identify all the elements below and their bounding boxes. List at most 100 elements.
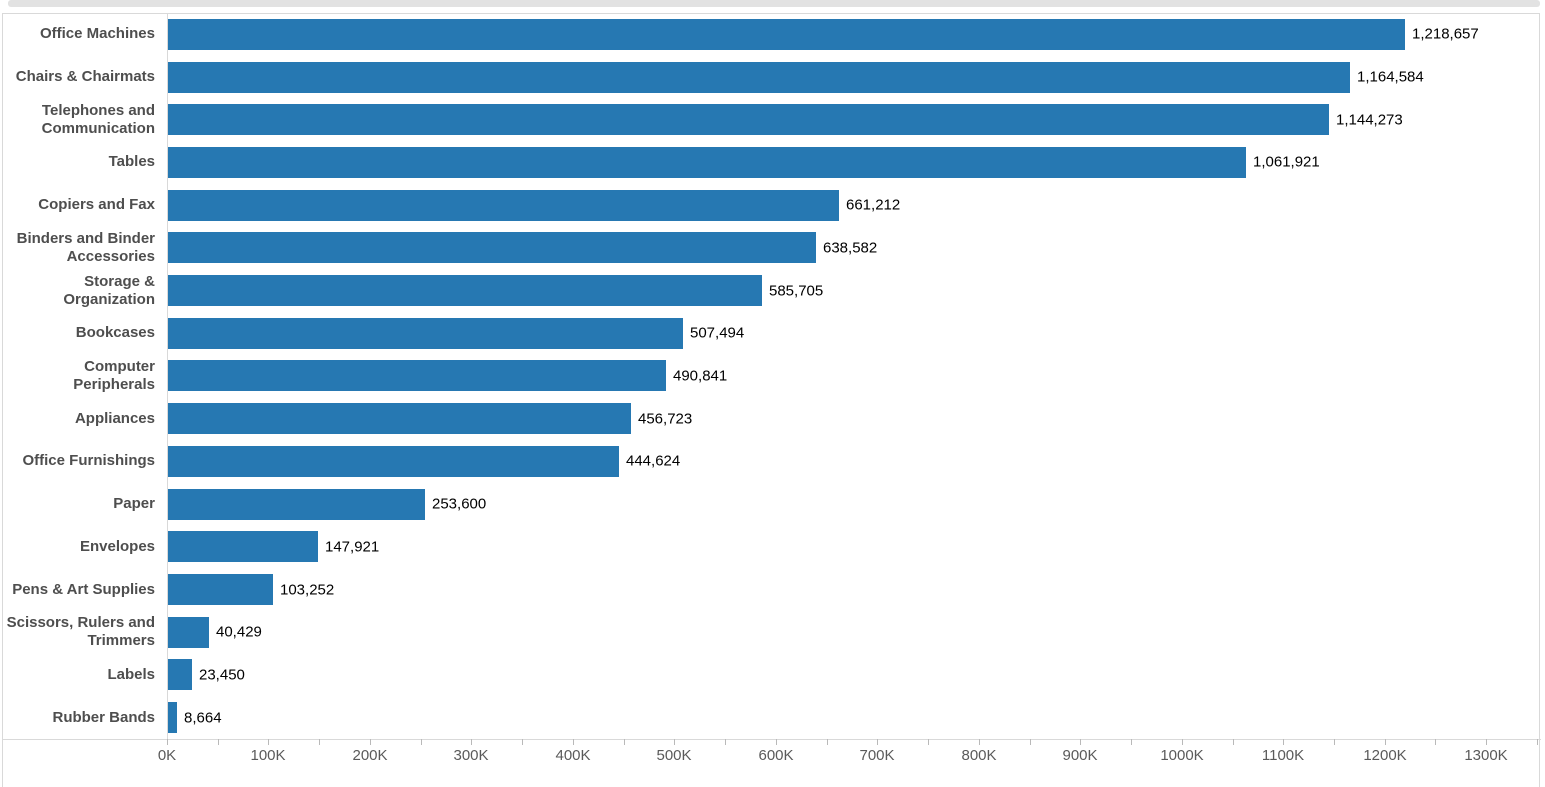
bar-row: Pens & Art Supplies 103,252 <box>0 568 1545 611</box>
axis-tick-label: 400K <box>555 747 591 764</box>
axis-tick-label: 900K <box>1062 747 1098 764</box>
bar-row: Storage & Organization 585,705 <box>0 269 1545 312</box>
axis-tick <box>1283 739 1284 745</box>
bar-row: Telephones and Communication 1,144,273 <box>0 98 1545 141</box>
category-label[interactable]: Copiers and Fax <box>38 196 155 214</box>
bar-value-label: 8,664 <box>184 709 222 727</box>
bar-row: Envelopes 147,921 <box>0 525 1545 568</box>
axis-tick <box>370 739 371 745</box>
axis-tick <box>1435 739 1436 745</box>
bar-value-label: 490,841 <box>673 367 728 385</box>
bar-mark[interactable] <box>168 702 177 734</box>
bar-value-label: 23,450 <box>199 666 245 684</box>
bar-value-label: 1,164,584 <box>1357 68 1424 86</box>
category-label[interactable]: Envelopes <box>79 537 155 555</box>
axis-tick <box>827 739 828 745</box>
axis-tick-label: 800K <box>961 747 997 764</box>
bar-mark[interactable] <box>168 18 1405 50</box>
bar-value-label: 1,061,921 <box>1253 153 1320 171</box>
bar-row: Appliances 456,723 <box>0 397 1545 440</box>
bar-mark[interactable] <box>168 189 839 221</box>
bar-value-label: 456,723 <box>638 410 693 428</box>
bar-mark[interactable] <box>168 574 273 606</box>
horizontal-scrollbar[interactable] <box>8 0 1540 7</box>
bar-value-label: 40,429 <box>216 623 262 641</box>
axis-tick <box>1486 739 1487 745</box>
chart-pane-border <box>2 13 1540 787</box>
category-label[interactable]: Paper <box>113 495 155 513</box>
axis-tick-label: 700K <box>859 747 895 764</box>
axis-tick-label: 0K <box>157 747 177 764</box>
axis-tick <box>979 739 980 745</box>
bar-value-label: 507,494 <box>690 324 745 342</box>
category-label[interactable]: Office Furnishings <box>22 452 155 470</box>
axis-tick-label: 500K <box>656 747 692 764</box>
axis-tick <box>1385 739 1386 745</box>
category-label[interactable]: Computer Peripherals <box>73 357 155 393</box>
axis-tick <box>674 739 675 745</box>
axis-tick-label: 200K <box>352 747 388 764</box>
bar-value-label: 1,144,273 <box>1336 111 1403 129</box>
axis-tick <box>167 739 168 745</box>
bar-mark[interactable] <box>168 360 666 392</box>
axis-tick <box>1334 739 1335 745</box>
bar-mark[interactable] <box>168 445 619 477</box>
bar-mark[interactable] <box>168 275 762 307</box>
axis-tick <box>877 739 878 745</box>
bar-row: Tables 1,061,921 <box>0 141 1545 184</box>
axis-tick-label: 300K <box>453 747 489 764</box>
axis-tick <box>1233 739 1234 745</box>
bar-value-label: 585,705 <box>769 282 824 300</box>
bar-row: Office Furnishings 444,624 <box>0 440 1545 483</box>
bar-row: Computer Peripherals 490,841 <box>0 355 1545 398</box>
axis-tick-label: 1100K <box>1261 747 1305 764</box>
category-axis-line <box>167 13 168 739</box>
category-label[interactable]: Office Machines <box>39 25 155 43</box>
bar-mark[interactable] <box>168 616 209 648</box>
bar-mark[interactable] <box>168 104 1329 136</box>
axis-tick <box>725 739 726 745</box>
axis-tick <box>421 739 422 745</box>
bar-value-label: 638,582 <box>823 239 878 257</box>
bar-mark[interactable] <box>168 403 631 435</box>
axis-tick <box>522 739 523 745</box>
axis-tick-label: 100K <box>250 747 286 764</box>
category-label[interactable]: Storage & Organization <box>63 272 155 308</box>
bar-mark[interactable] <box>168 659 192 691</box>
axis-tick <box>218 739 219 745</box>
bar-row: Copiers and Fax 661,212 <box>0 184 1545 227</box>
axis-tick <box>1030 739 1031 745</box>
axis-tick <box>268 739 269 745</box>
axis-tick <box>1080 739 1081 745</box>
axis-tick <box>624 739 625 745</box>
category-label[interactable]: Rubber Bands <box>52 708 155 726</box>
axis-tick-label: 600K <box>758 747 794 764</box>
bar-mark[interactable] <box>168 61 1350 93</box>
axis-tick-label: 1300K <box>1464 747 1508 764</box>
bar-row: Labels 23,450 <box>0 654 1545 697</box>
axis-tick <box>776 739 777 745</box>
bar-mark[interactable] <box>168 317 683 349</box>
category-label[interactable]: Binders and Binder Accessories <box>16 229 155 265</box>
category-label[interactable]: Telephones and Communication <box>41 101 155 137</box>
axis-tick <box>928 739 929 745</box>
bar-mark[interactable] <box>168 232 816 264</box>
bar-mark[interactable] <box>168 488 425 520</box>
axis-tick <box>1182 739 1183 745</box>
bar-value-label: 661,212 <box>846 196 901 214</box>
bar-mark[interactable] <box>168 146 1246 178</box>
category-label[interactable]: Bookcases <box>75 324 155 342</box>
category-label[interactable]: Chairs & Chairmats <box>15 68 155 86</box>
bar-value-label: 253,600 <box>432 495 487 513</box>
bar-row: Rubber Bands 8,664 <box>0 696 1545 739</box>
bar-mark[interactable] <box>168 531 318 563</box>
category-label[interactable]: Labels <box>107 665 155 683</box>
category-label[interactable]: Scissors, Rulers and Trimmers <box>6 614 155 650</box>
category-label[interactable]: Tables <box>108 153 155 171</box>
axis-tick <box>471 739 472 745</box>
bar-row: Paper 253,600 <box>0 483 1545 526</box>
category-label[interactable]: Pens & Art Supplies <box>12 580 155 598</box>
category-label[interactable]: Appliances <box>74 409 155 427</box>
bar-value-label: 1,218,657 <box>1412 25 1479 43</box>
